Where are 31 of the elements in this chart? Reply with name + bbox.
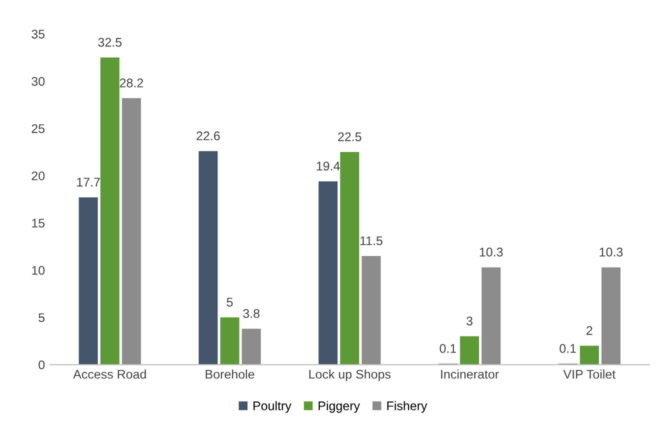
data-label: 22.5 [338,132,362,142]
y-tick-label: 25 [32,124,45,134]
data-label: 11.5 [360,236,382,246]
data-label: 28.2 [120,78,144,88]
data-label: 19.4 [316,162,340,171]
data-label: 10.3 [480,248,503,257]
y-tick-label: 15 [32,218,45,228]
data-label: 3 [466,316,472,326]
data-label: 2 [586,326,592,335]
data-label: 10.3 [600,248,623,257]
y-tick-label: 0 [38,360,45,370]
legend-label: Poultry [254,401,292,413]
data-label: 5 [226,298,233,307]
y-tick-label: 10 [32,266,45,275]
x-tick-label: Borehole [206,370,254,379]
data-label: 3.8 [243,309,260,318]
y-tick-label: 20 [32,171,45,180]
data-label: 0.1 [440,344,456,353]
x-tick-label: Incinerator [441,370,499,379]
y-tick-label: 5 [38,313,45,322]
data-label: 22.6 [196,131,220,140]
y-tick-label: 35 [32,30,45,39]
y-tick-label: 30 [32,76,45,86]
data-label: 17.7 [77,178,100,186]
legend-label: Piggery [318,401,360,413]
legend-label: Fishery [387,401,428,413]
x-tick-label: Lock up Shops [309,370,391,382]
data-label: 0.1 [560,344,576,353]
x-tick-label: VIP Toilet [563,370,616,379]
x-tick-label: Access Road [73,370,146,379]
data-label: 32.5 [98,38,122,47]
